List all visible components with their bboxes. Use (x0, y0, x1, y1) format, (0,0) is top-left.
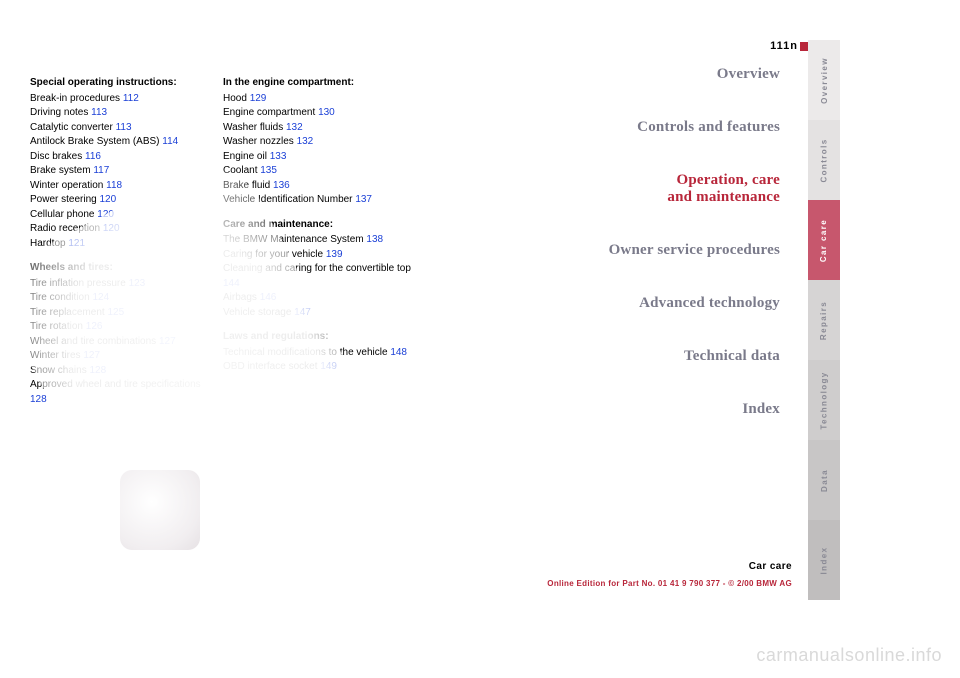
toc-item[interactable]: Winter tires 127 (30, 349, 205, 364)
toc-item[interactable]: Disc brakes 116 (30, 150, 205, 165)
toc-column-2: In the engine compartment: Hood 129 Engi… (223, 66, 413, 375)
toc-item[interactable]: Vehicle storage 147 (223, 306, 413, 321)
toc-column-1: Special operating instructions: Break-in… (30, 66, 205, 407)
footer-edition-line: Online Edition for Part No. 01 41 9 790 … (547, 579, 792, 588)
toc-item[interactable]: Cellular phone 120 (30, 208, 205, 223)
heading-laws: Laws and regulations: (223, 330, 413, 345)
page-number-value: 111 (770, 40, 790, 52)
tab-car-care[interactable]: Car care (808, 200, 840, 280)
toc-item[interactable]: Vehicle Identification Number 137 (223, 193, 413, 208)
toc-item[interactable]: Engine oil 133 (223, 150, 413, 165)
tab-controls[interactable]: Controls (808, 120, 840, 200)
tab-index[interactable]: Index (808, 520, 840, 600)
toc-item[interactable]: Wheel and tire combinations 127 (30, 335, 205, 350)
toc-item[interactable]: Hardtop 121 (30, 237, 205, 252)
tab-technology[interactable]: Technology (808, 360, 840, 440)
toc-item[interactable]: Catalytic converter 113 (30, 121, 205, 136)
section-link-owner-service[interactable]: Owner service procedures (609, 242, 780, 259)
toc-item[interactable]: Caring for your vehicle 139 (223, 248, 413, 263)
toc-item[interactable]: Tire condition 124 (30, 291, 205, 306)
toc-item[interactable]: Antilock Brake System (ABS) 114 (30, 135, 205, 150)
toc-content: Special operating instructions: Break-in… (30, 66, 530, 407)
toc-item[interactable]: Break-in procedures 112 (30, 92, 205, 107)
toc-item[interactable]: Tire replacement 125 (30, 306, 205, 321)
toc-item[interactable]: Brake fluid 136 (223, 179, 413, 194)
section-link-index[interactable]: Index (609, 401, 780, 418)
toc-item[interactable]: Engine compartment 130 (223, 106, 413, 121)
toc-item[interactable]: Hood 129 (223, 92, 413, 107)
toc-item[interactable]: Cleaning and caring for the convertible … (223, 262, 413, 291)
section-link-operation[interactable]: Operation, care and maintenance (609, 172, 780, 206)
section-link-technical-data[interactable]: Technical data (609, 348, 780, 365)
toc-item[interactable]: Technical modifications to the vehicle 1… (223, 346, 413, 361)
heading-wheels: Wheels and tires: (30, 261, 205, 276)
toc-item[interactable]: OBD interface socket 149 (223, 360, 413, 375)
tab-overview[interactable]: Overview (808, 40, 840, 120)
toc-item[interactable]: Radio reception 120 (30, 222, 205, 237)
toc-item[interactable]: Approved wheel and tire specifications 1… (30, 378, 205, 407)
tab-data[interactable]: Data (808, 440, 840, 520)
toc-item[interactable]: Tire rotation 126 (30, 320, 205, 335)
section-link-controls[interactable]: Controls and features (609, 119, 780, 136)
heading-engine: In the engine compartment: (223, 76, 413, 91)
toc-item[interactable]: Brake system 117 (30, 164, 205, 179)
side-tabs: Overview Controls Car care Repairs Techn… (808, 40, 840, 600)
toc-item[interactable]: Winter operation 118 (30, 179, 205, 194)
heading-care: Care and maintenance: (223, 218, 413, 233)
section-link-overview[interactable]: Overview (609, 66, 780, 83)
toc-item[interactable]: Washer fluids 132 (223, 121, 413, 136)
toc-item[interactable]: Coolant 135 (223, 164, 413, 179)
background-bottle-cap (120, 470, 200, 550)
heading-special: Special operating instructions: (30, 76, 205, 91)
footer-section-label: Car care (749, 561, 792, 572)
toc-item[interactable]: Snow chains 128 (30, 364, 205, 379)
section-link-advanced-tech[interactable]: Advanced technology (609, 295, 780, 312)
toc-item[interactable]: Driving notes 113 (30, 106, 205, 121)
tab-repairs[interactable]: Repairs (808, 280, 840, 360)
toc-item[interactable]: Power steering 120 (30, 193, 205, 208)
toc-item[interactable]: Airbags 146 (223, 291, 413, 306)
section-nav: Overview Controls and features Operation… (609, 66, 780, 454)
watermark: carmanualsonline.info (756, 645, 942, 666)
toc-item[interactable]: The BMW Maintenance System 138 (223, 233, 413, 248)
toc-item[interactable]: Washer nozzles 132 (223, 135, 413, 150)
toc-item[interactable]: Tire inflation pressure 123 (30, 277, 205, 292)
manual-page: 111n Special operating instructions: Bre… (0, 40, 840, 600)
